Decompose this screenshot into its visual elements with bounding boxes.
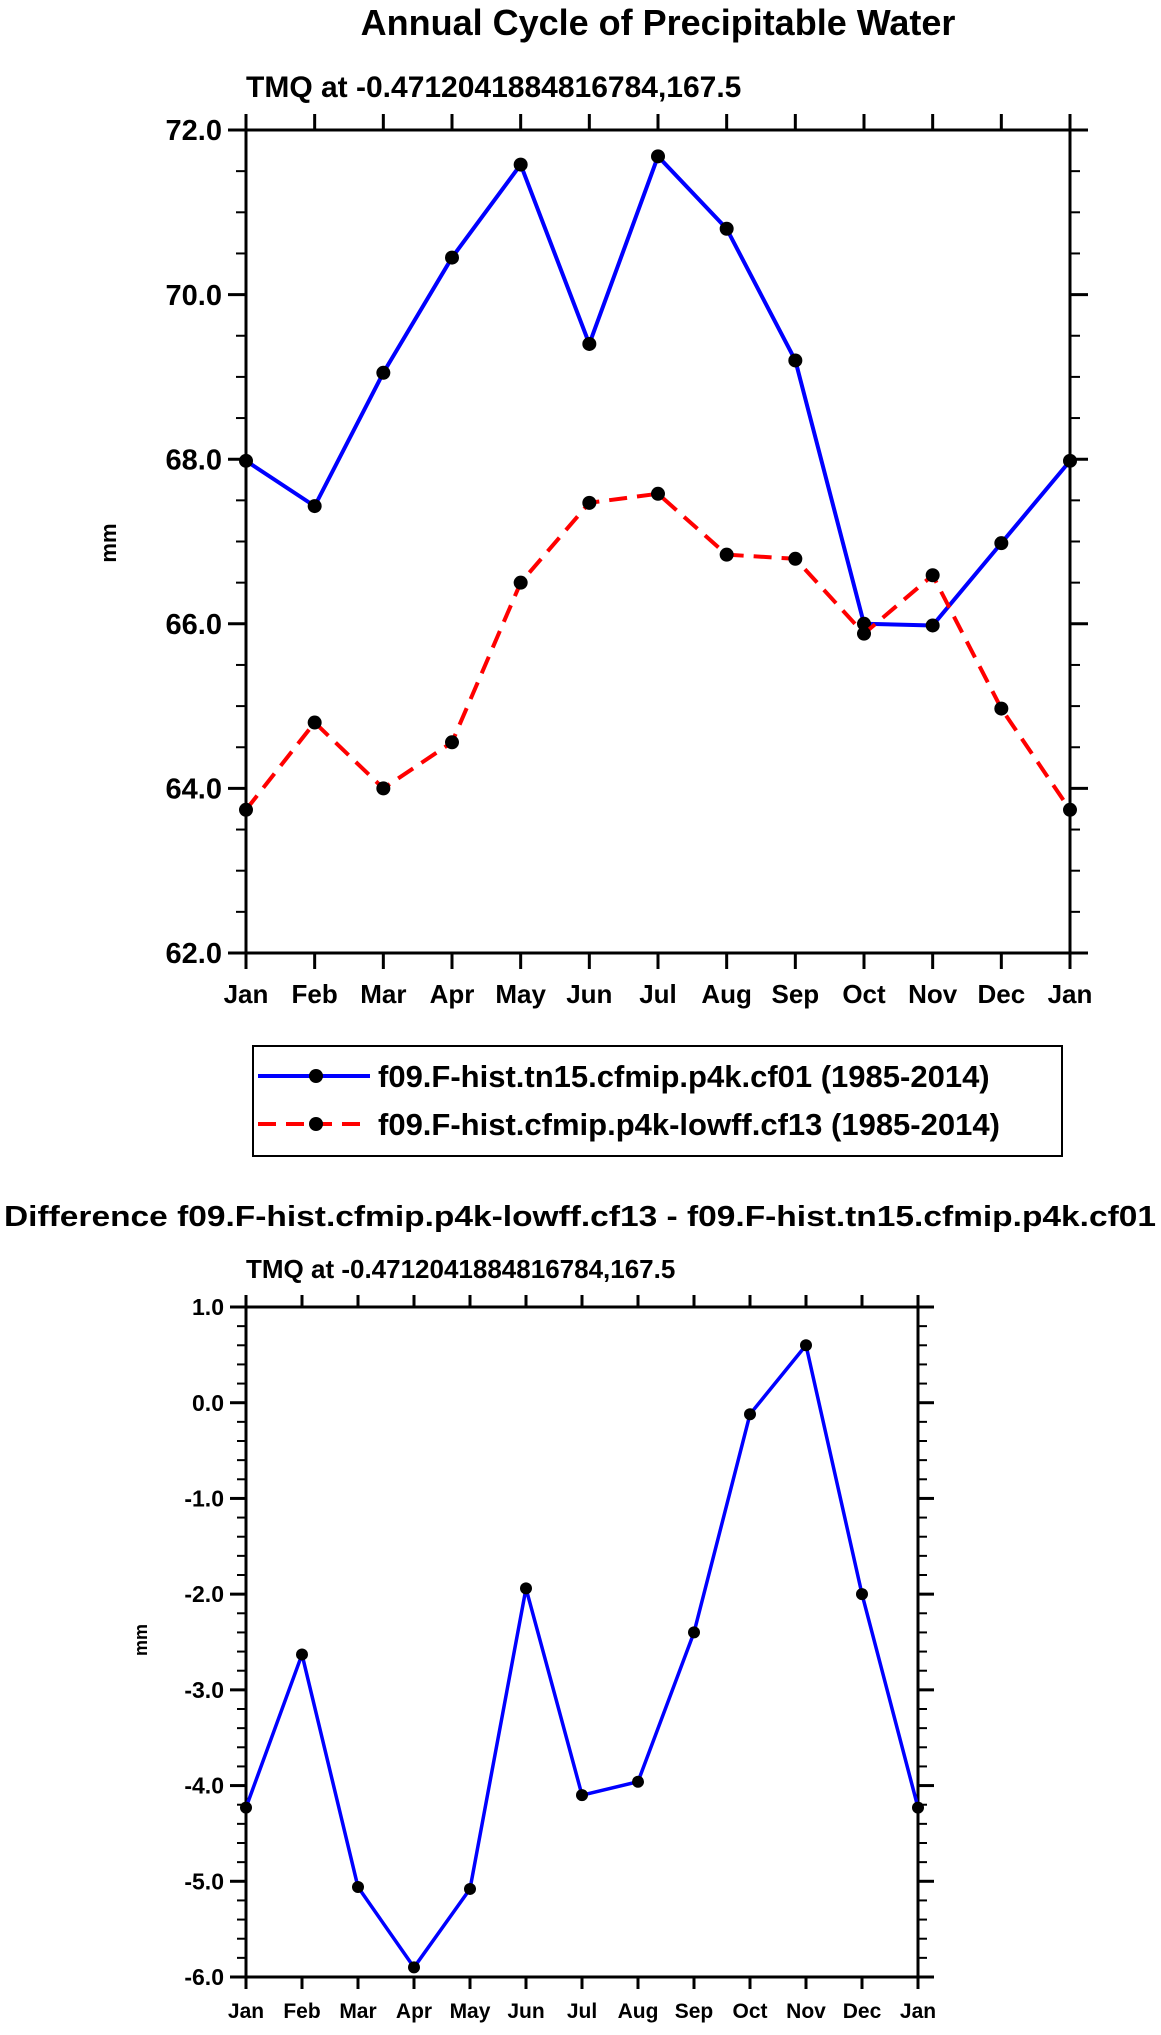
x-tick-label-1-4: May <box>450 2000 491 2023</box>
data-point-1-0-11 <box>856 1588 868 1601</box>
bottom-chart-subtitle: TMQ at -0.4712041884816784,167.5 <box>246 1254 675 1284</box>
data-point-0-0-10 <box>925 618 940 633</box>
top-chart-ylabel: mm <box>96 523 121 562</box>
x-tick-label-0-5: Jun <box>566 979 612 1009</box>
x-tick-label-0-10: Nov <box>908 979 958 1009</box>
legend-box <box>252 1045 1063 1157</box>
data-point-0-0-3 <box>445 250 459 265</box>
legend: f09.F-hist.tn15.cfmip.p4k.cf01 (1985-201… <box>252 1045 1063 1157</box>
x-tick-label-1-6: Jul <box>567 2000 597 2023</box>
y-tick-label-0-5: 72.0 <box>166 115 222 147</box>
y-tick-label-1-5: -1.0 <box>184 1485 224 1511</box>
series-line-1-0 <box>244 1343 920 1970</box>
data-point-1-0-6 <box>576 1789 588 1802</box>
data-point-0-1-5 <box>582 495 597 510</box>
data-point-1-0-3 <box>408 1961 420 1974</box>
data-point-0-1-3 <box>445 735 459 750</box>
x-tick-label-1-11: Dec <box>843 2000 882 2023</box>
series-line-0-0 <box>244 154 1072 628</box>
top-chart-title: Annual Cycle of Precipitable Water <box>361 2 956 43</box>
data-point-1-0-8 <box>688 1626 700 1639</box>
data-point-1-0-4 <box>464 1882 476 1895</box>
data-point-0-0-7 <box>719 221 734 236</box>
y-tick-label-1-2: -4.0 <box>184 1773 224 1799</box>
y-tick-label-0-4: 70.0 <box>166 280 222 312</box>
x-tick-label-0-8: Sep <box>771 979 819 1009</box>
series-line-0-1 <box>244 491 1072 812</box>
legend-marker-series-2 <box>309 1117 323 1131</box>
data-point-0-1-2 <box>376 781 391 796</box>
x-tick-label-0-9: Oct <box>842 979 886 1009</box>
data-point-1-0-5 <box>520 1582 532 1595</box>
x-tick-label-0-7: Aug <box>701 979 752 1009</box>
x-tick-label-0-2: Mar <box>360 979 406 1009</box>
data-point-0-1-6 <box>651 486 665 501</box>
x-tick-label-0-1: Feb <box>292 979 338 1009</box>
data-point-0-1-9 <box>857 626 871 641</box>
data-point-0-0-2 <box>376 365 391 380</box>
x-tick-label-0-11: Dec <box>977 979 1025 1009</box>
plot-frame-0 <box>244 128 1072 955</box>
data-point-0-0-12 <box>1063 453 1077 468</box>
y-tick-label-1-1: -5.0 <box>184 1868 224 1894</box>
plot-frame-1 <box>244 1305 920 1979</box>
x-tick-label-1-2: Mar <box>339 2000 376 2023</box>
data-point-0-1-4 <box>513 575 528 590</box>
x-tick-label-0-0: Jan <box>224 979 269 1009</box>
y-tick-label-1-4: -2.0 <box>184 1581 224 1607</box>
legend-label-series-1: f09.F-hist.tn15.cfmip.p4k.cf01 (1985-201… <box>378 1059 990 1094</box>
data-point-1-0-2 <box>352 1881 364 1894</box>
bottom-chart-ylabel: mm <box>131 1624 151 1656</box>
x-tick-label-0-3: Apr <box>430 979 475 1009</box>
x-tick-label-1-10: Nov <box>786 2000 826 2023</box>
x-tick-label-0-12: Jan <box>1048 979 1093 1009</box>
data-point-0-0-0 <box>239 453 253 468</box>
x-tick-label-1-0: Jan <box>228 2000 264 2023</box>
data-point-0-1-10 <box>925 568 940 583</box>
x-tick-label-1-9: Oct <box>732 2000 767 2023</box>
x-tick-label-1-5: Jun <box>507 2000 544 2023</box>
data-point-1-0-0 <box>240 1801 252 1814</box>
y-tick-label-1-0: -6.0 <box>184 1964 224 1990</box>
data-point-1-0-12 <box>912 1801 924 1814</box>
y-tick-label-0-0: 62.0 <box>166 938 222 970</box>
data-point-1-0-1 <box>296 1648 308 1661</box>
top-chart-subtitle: TMQ at -0.4712041884816784,167.5 <box>246 71 741 104</box>
legend-label-series-2: f09.F-hist.cfmip.p4k-lowff.cf13 (1985-20… <box>378 1107 1000 1142</box>
data-point-0-1-0 <box>239 802 253 817</box>
y-tick-label-1-7: 1.0 <box>192 1294 224 1320</box>
legend-marker-series-1 <box>309 1069 323 1083</box>
data-point-0-0-6 <box>651 149 665 164</box>
x-tick-label-1-1: Feb <box>283 2000 320 2023</box>
bottom-chart-title: Difference f09.F-hist.cfmip.p4k-lowff.cf… <box>4 1201 1156 1233</box>
top-plot-area: 62.0 64.0 66.0 68.0 70.0 72.0 Jan Feb Mar Apr May J… <box>166 114 1093 1009</box>
y-tick-label-0-1: 64.0 <box>166 774 222 806</box>
data-point-0-1-7 <box>719 547 734 562</box>
x-tick-label-1-8: Sep <box>675 2000 714 2023</box>
data-point-0-1-11 <box>994 701 1009 716</box>
data-point-0-0-8 <box>788 353 803 368</box>
data-point-0-0-4 <box>513 157 528 172</box>
data-point-1-0-7 <box>632 1775 644 1788</box>
data-point-0-1-12 <box>1063 802 1077 817</box>
x-tick-label-0-4: May <box>495 979 546 1009</box>
data-point-0-0-9 <box>857 616 871 631</box>
y-tick-label-0-2: 66.0 <box>166 609 222 641</box>
data-point-0-1-8 <box>788 551 803 566</box>
x-tick-label-1-3: Apr <box>396 2000 432 2023</box>
data-point-0-0-11 <box>994 536 1009 551</box>
data-point-1-0-10 <box>800 1339 812 1352</box>
data-point-0-0-5 <box>582 336 597 351</box>
bottom-plot-area: -6.0 -5.0 -4.0 -3.0 -2.0 -1.0 0.0 1.0 Jan Feb Mar A… <box>184 1294 936 2023</box>
y-tick-label-1-6: 0.0 <box>192 1390 224 1416</box>
data-point-0-0-1 <box>307 499 322 514</box>
y-tick-label-0-3: 68.0 <box>166 444 222 476</box>
data-point-0-1-1 <box>307 715 322 730</box>
x-tick-label-0-6: Jul <box>639 979 677 1009</box>
y-tick-label-1-3: -3.0 <box>184 1677 224 1703</box>
x-tick-label-1-7: Aug <box>618 2000 659 2023</box>
data-point-1-0-9 <box>744 1408 756 1421</box>
x-tick-label-1-12: Jan <box>900 2000 936 2023</box>
